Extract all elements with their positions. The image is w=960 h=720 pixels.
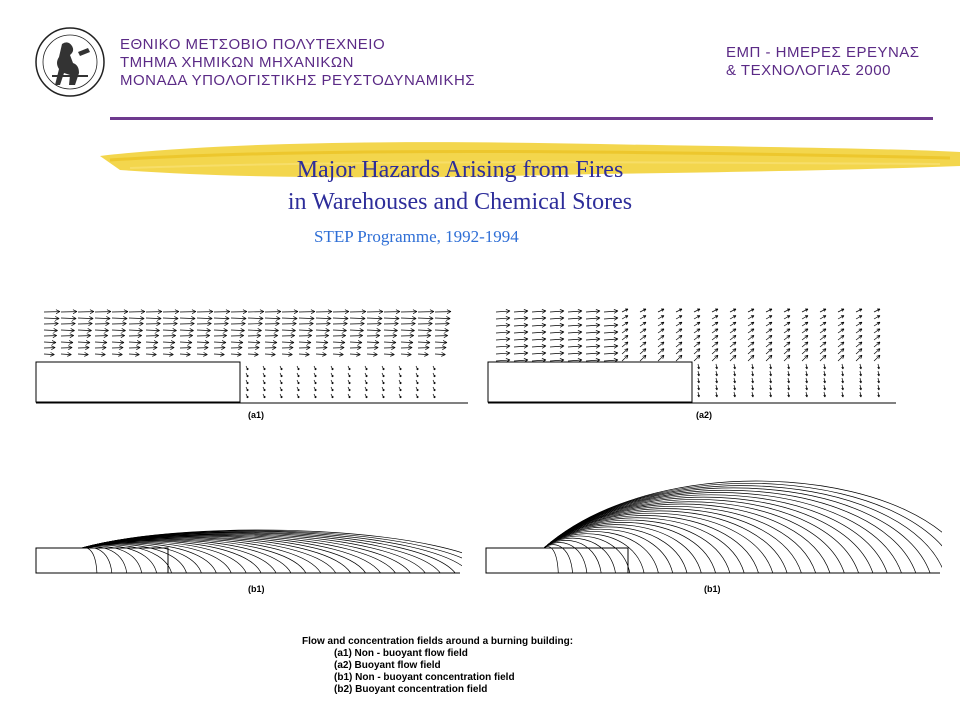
figure-a2-flow-field (487, 308, 896, 404)
caption-heading: Flow and concentration fields around a b… (302, 636, 574, 647)
institution-line-2: ΤΜΗΜΑ ΧΗΜΙΚΩΝ ΜΗΧΑΝΙΚΩΝ (120, 54, 354, 71)
caption-item-b2: (b2) Buoyant concentration field (334, 684, 488, 695)
figure-b1-label: (b1) (248, 584, 265, 594)
figure-a1-label: (a1) (248, 410, 265, 420)
figure-b2-label: (b1) (704, 584, 721, 594)
slide-subtitle: STEP Programme, 1992-1994 (314, 227, 519, 246)
event-line-2: & ΤΕΧΝΟΛΟΓΙΑΣ 2000 (726, 62, 891, 79)
header-divider (110, 117, 933, 120)
yellow-brush-stroke (100, 142, 960, 178)
figure-b2-concentration-field (485, 480, 942, 574)
slide-title-line-1: Major Hazards Arising from Fires (296, 157, 624, 183)
institution-line-3: ΜΟΝΑΔΑ ΥΠΟΛΟΓΙΣΤΙΚΗΣ ΡΕΥΣΤΟΔΥΝΑΜΙΚΗΣ (120, 72, 476, 89)
university-seal-logo (35, 27, 105, 97)
institution-line-1: ΕΘΝΙΚΟ ΜΕΤΣΟΒΙΟ ΠΟΛΥΤΕΧΝΕΙΟ (120, 36, 386, 53)
figure-a1-flow-field (35, 309, 468, 404)
slide-title-line-2: in Warehouses and Chemical Stores (287, 189, 633, 215)
caption-item-a2: (a2) Buoyant flow field (334, 660, 441, 671)
institution-block: ΕΘΝΙΚΟ ΜΕΤΣΟΒΙΟ ΠΟΛΥΤΕΧΝΕΙΟ ΤΜΗΜΑ ΧΗΜΙΚΩ… (120, 36, 475, 90)
event-block: ΕΜΠ - ΗΜΕΡΕΣ ΕΡΕΥΝΑΣ & ΤΕΧΝΟΛΟΓΙΑΣ 2000 (726, 44, 920, 80)
event-line-1: ΕΜΠ - ΗΜΕΡΕΣ ΕΡΕΥΝΑΣ (726, 44, 920, 61)
figure-caption: Flow and concentration fields around a b… (302, 636, 573, 696)
figure-a2-label: (a2) (696, 410, 713, 420)
figure-b1-concentration-field (35, 529, 462, 574)
caption-item-a1: (a1) Non - buoyant flow field (334, 648, 468, 659)
caption-item-b1: (b1) Non - buoyant concentration field (334, 672, 515, 683)
